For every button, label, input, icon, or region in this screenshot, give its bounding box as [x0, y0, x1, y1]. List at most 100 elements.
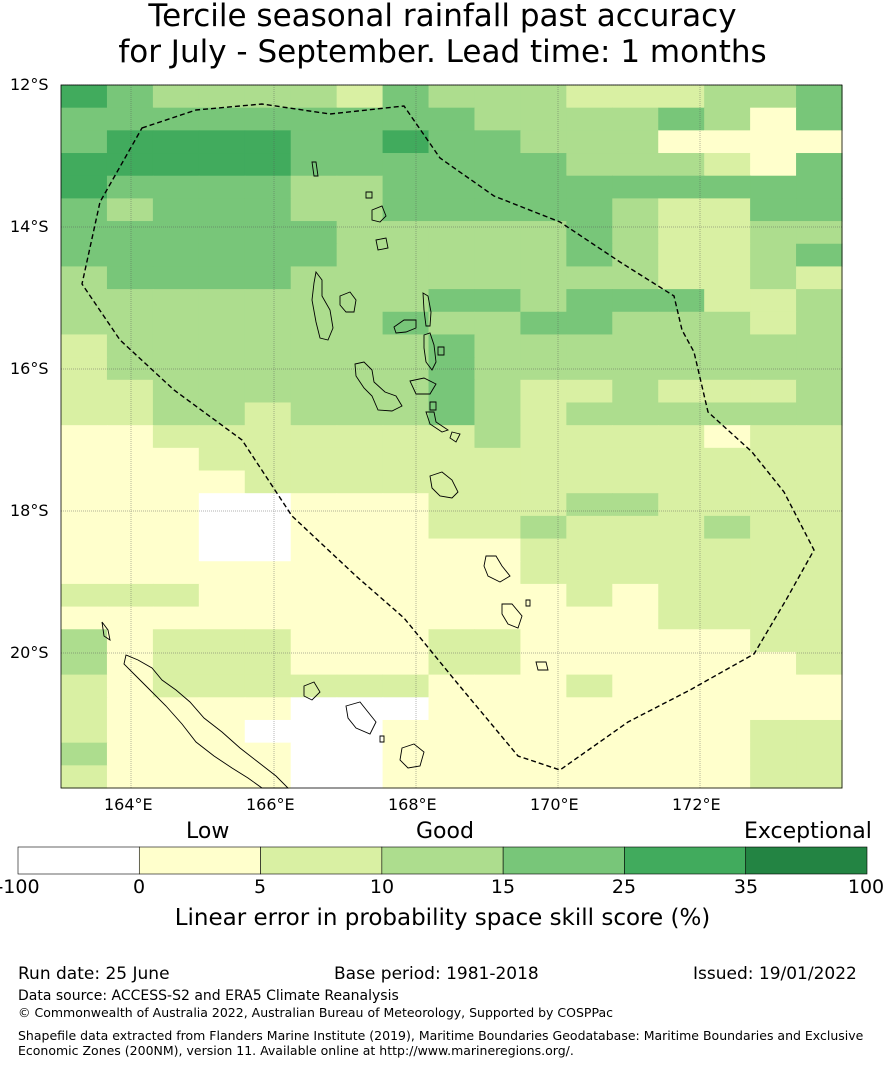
- skill-cell: [428, 175, 476, 199]
- skill-cell: [750, 334, 797, 358]
- skill-cell: [474, 334, 522, 358]
- colorbar-tick-25: 25: [611, 876, 637, 898]
- skill-cell: [520, 266, 567, 290]
- skill-cell: [61, 606, 108, 630]
- skill-cell: [61, 130, 108, 154]
- skill-cell: [382, 289, 430, 313]
- skill-cell: [290, 243, 338, 268]
- skill-cell: [612, 515, 659, 540]
- skill-cell: [658, 425, 705, 449]
- skill-cell: [336, 765, 384, 789]
- skill-cell: [290, 425, 338, 449]
- skill-cell: [106, 311, 154, 336]
- skill-cell: [106, 379, 154, 404]
- skill-cell: [474, 221, 522, 245]
- lon-label-164e: 164°E: [104, 795, 153, 814]
- skill-cell: [152, 765, 200, 789]
- skill-cell: [244, 221, 292, 245]
- skill-cell: [796, 719, 843, 744]
- shapefile-credit-line-2: Economic Zones (200NM), version 11. Avai…: [18, 1043, 574, 1058]
- skill-cell: [336, 493, 384, 517]
- island-banks-1: [365, 191, 373, 199]
- skill-cell: [152, 107, 200, 131]
- island-small-3: [379, 735, 385, 743]
- skill-cell: [106, 425, 154, 449]
- colorbar-title: Linear error in probability space skill …: [174, 905, 711, 931]
- colorbar-tick-0: 0: [132, 876, 146, 898]
- skill-cell: [290, 515, 338, 540]
- skill-cell: [336, 266, 384, 290]
- skill-cell: [382, 447, 430, 472]
- skill-cell: [382, 697, 430, 721]
- skill-cell: [796, 266, 843, 290]
- skill-cell: [244, 357, 292, 381]
- skill-cell: [796, 629, 843, 653]
- skill-cell: [750, 266, 797, 290]
- skill-cell: [520, 515, 567, 540]
- skill-cell: [704, 629, 751, 653]
- skill-cell: [106, 765, 154, 789]
- skill-cell: [612, 470, 659, 494]
- skill-cell: [796, 243, 843, 268]
- skill-cell: [336, 175, 384, 199]
- skill-cell: [704, 175, 751, 199]
- skill-cell: [520, 606, 567, 630]
- skill-cell: [106, 289, 154, 313]
- skill-cell: [750, 561, 797, 585]
- skill-cell: [198, 447, 246, 472]
- skill-cell: [520, 175, 567, 199]
- skill-cell: [382, 221, 430, 245]
- skill-cell: [658, 198, 705, 222]
- skill-cell: [61, 697, 108, 721]
- skill-cell: [198, 379, 246, 404]
- skill-cell: [198, 175, 246, 199]
- skill-cell: [612, 243, 659, 268]
- skill-cell: [106, 629, 154, 653]
- skill-cell: [428, 515, 476, 540]
- skill-cell: [106, 334, 154, 358]
- skill-cell: [61, 629, 108, 653]
- skill-cell: [704, 697, 751, 721]
- skill-cell: [658, 379, 705, 404]
- skill-cell: [152, 742, 200, 766]
- skill-cell: [658, 447, 705, 472]
- island-malekula: [354, 361, 403, 412]
- skill-cell: [612, 719, 659, 744]
- skill-cell: [152, 583, 200, 608]
- skill-cell: [704, 606, 751, 630]
- skill-cell: [152, 719, 200, 744]
- colorbar-segment: [502, 846, 625, 875]
- skill-cell: [198, 153, 246, 177]
- skill-cell: [106, 243, 154, 268]
- skill-cell: [152, 447, 200, 472]
- skill-cell: [198, 470, 246, 494]
- skill-cell: [520, 538, 567, 562]
- skill-cell: [106, 470, 154, 494]
- skill-cell: [474, 130, 522, 154]
- skill-cell: [520, 447, 567, 472]
- skill-cell: [428, 221, 476, 245]
- skill-cell: [61, 289, 108, 313]
- skill-cell: [658, 85, 705, 109]
- skill-cell: [61, 153, 108, 177]
- skill-cell: [336, 425, 384, 449]
- skill-cell: [428, 243, 476, 268]
- skill-cell: [198, 493, 246, 517]
- skill-cell: [244, 425, 292, 449]
- colorbar: [17, 846, 868, 875]
- skill-cell: [336, 379, 384, 404]
- eez-boundary: [81, 103, 815, 771]
- skill-cell: [474, 289, 522, 313]
- skill-cell: [566, 311, 613, 336]
- skill-cell: [61, 742, 108, 766]
- skill-cell: [290, 493, 338, 517]
- skill-cell: [796, 447, 843, 472]
- skill-cell: [244, 538, 292, 562]
- skill-cell: [428, 198, 476, 222]
- skill-cell: [61, 425, 108, 449]
- skill-cell: [290, 289, 338, 313]
- skill-cell: [198, 402, 246, 426]
- lat-label-20s: 20°S: [10, 643, 49, 662]
- skill-cell: [658, 765, 705, 789]
- skill-cell: [566, 130, 613, 154]
